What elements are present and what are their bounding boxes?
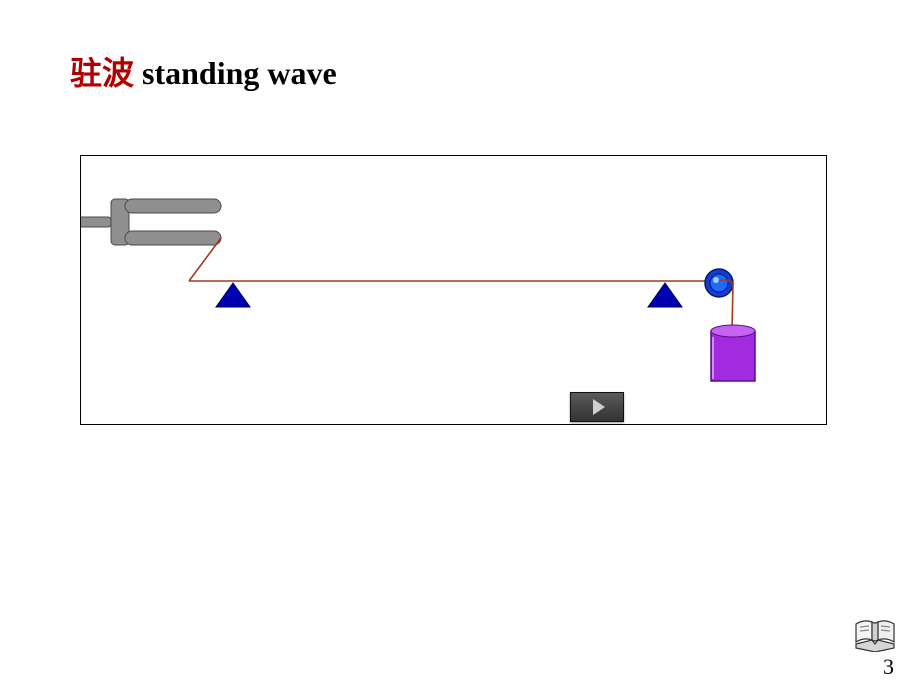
- slide-title: 驻波 standing wave: [70, 48, 337, 94]
- title-en: standing wave: [142, 55, 337, 91]
- page-number: 3: [883, 654, 894, 680]
- book-icon[interactable]: [852, 614, 898, 652]
- standing-wave-diagram: [81, 156, 826, 424]
- title-zh: 驻波: [70, 55, 134, 91]
- play-button[interactable]: [570, 392, 624, 422]
- diagram-frame: [80, 155, 827, 425]
- play-icon: [593, 399, 605, 415]
